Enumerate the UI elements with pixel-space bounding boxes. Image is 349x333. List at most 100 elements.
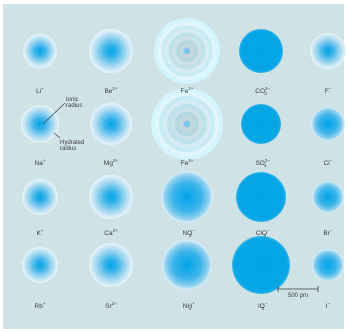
ion-label-mg: Mg2+	[103, 158, 119, 168]
ion-label-subscript: 3	[264, 91, 267, 97]
ion-label-subscript: 4	[264, 163, 267, 169]
ion-br	[312, 181, 344, 213]
ion-label-charge: −	[329, 228, 333, 233]
ion-nh4	[162, 240, 212, 290]
ion-label-subscript: 3	[261, 306, 265, 312]
ion-label-symbol: Fe	[180, 88, 189, 96]
ion-label-subscript: 4	[263, 233, 267, 239]
ion-label-symbol: SO	[255, 160, 265, 168]
ion-label-charge: −	[192, 228, 195, 233]
ion-label-nh4: NH+4	[182, 301, 195, 312]
ion-mg-sphere	[90, 103, 132, 145]
ion-label-symbol: Ca	[104, 230, 113, 238]
ion-so4	[241, 104, 281, 144]
ion-label-symbol: CO	[255, 88, 266, 96]
ion-label-symbol: Br	[323, 230, 330, 238]
ion-label-symbol: Cl	[323, 160, 330, 168]
ion-br-sphere	[312, 181, 344, 213]
ion-no3	[161, 171, 213, 223]
ion-label-charge: +	[42, 301, 46, 306]
ion-label-rb: Rb+	[34, 301, 46, 311]
ion-label-charge: +	[41, 86, 44, 91]
ion-fe2	[154, 18, 220, 84]
ion-mg	[90, 103, 132, 145]
ion-nh4-sphere	[162, 240, 212, 290]
ion-fe2-core	[184, 48, 190, 54]
ion-fe3	[151, 88, 223, 160]
ion-label-symbol: K	[36, 230, 41, 238]
ion-label-li: Li+	[36, 86, 44, 96]
ion-sr-sphere	[89, 243, 133, 287]
ion-cl	[311, 107, 345, 141]
ion-label-no3: NO−3	[182, 228, 195, 239]
ion-cl-sphere	[311, 107, 345, 141]
ion-label-charge: 2+	[112, 158, 119, 163]
ion-io3	[232, 236, 290, 294]
ion-label-symbol: NO	[182, 230, 193, 238]
hydrated-radius-leader	[53, 132, 61, 139]
ion-so4-sphere	[241, 104, 281, 144]
ion-label-symbol: Mg	[103, 160, 113, 168]
ion-li-sphere	[23, 34, 57, 68]
ion-label-so4: SO2−4	[255, 158, 270, 169]
ionic-radius-annotation: Ionic radius	[66, 97, 83, 110]
ion-label-subscript: 4	[188, 306, 192, 312]
ion-na	[21, 105, 59, 143]
ion-label-ca: Ca2+	[104, 228, 117, 238]
ion-no3-sphere	[161, 171, 213, 223]
ion-label-charge: +	[40, 228, 44, 233]
ion-f-sphere	[310, 33, 346, 69]
ion-label-br: Br−	[323, 228, 333, 238]
ion-label-charge: −	[267, 228, 270, 233]
ion-label-na: Na+	[34, 158, 46, 168]
ion-label-charge: 2+	[112, 86, 118, 91]
ion-be	[89, 29, 133, 73]
ion-label-symbol: Li	[36, 88, 42, 96]
ion-label-k: K+	[36, 228, 44, 238]
ion-label-symbol: F	[324, 88, 329, 96]
ion-rb-sphere	[22, 247, 58, 283]
ionic-radius-leader	[42, 102, 66, 125]
ion-co3-sphere	[239, 29, 283, 73]
ion-co3	[239, 29, 283, 73]
ion-label-subscript: 3	[188, 233, 192, 239]
ion-io3-sphere	[232, 236, 290, 294]
ion-i-sphere	[312, 249, 344, 281]
ion-label-clo4: ClO−4	[255, 228, 270, 239]
ion-label-symbol: Rb	[34, 303, 43, 311]
ion-label-charge: −	[264, 301, 268, 306]
ion-rb	[22, 247, 58, 283]
ion-label-fe2: Fe2+	[180, 86, 194, 96]
ion-clo4-sphere	[236, 172, 286, 222]
ion-clo4	[236, 172, 286, 222]
ion-na-sphere	[21, 105, 59, 143]
ion-label-fe3: Fe3+	[180, 158, 194, 168]
ion-label-co3: CO2−3	[255, 86, 270, 97]
ion-label-symbol: Na	[34, 160, 43, 168]
ion-label-charge: 3+	[188, 158, 194, 163]
ion-label-charge: 2−	[265, 86, 271, 91]
ion-fe3-core	[184, 121, 190, 127]
ion-be-sphere	[89, 29, 133, 73]
ion-label-symbol: Fe	[180, 160, 189, 168]
ion-li	[23, 34, 57, 68]
ion-label-sr: Sr2+	[105, 301, 117, 311]
ion-label-f: F−	[324, 86, 332, 96]
ion-label-symbol: I	[325, 303, 328, 311]
ion-label-symbol: NH	[182, 303, 193, 311]
ion-label-charge: −	[329, 158, 333, 163]
ion-i	[312, 249, 344, 281]
ion-label-symbol: Sr	[105, 303, 112, 311]
ion-k	[22, 179, 58, 215]
ion-label-be: Be2+	[104, 86, 118, 96]
hydrated-radius-annotation: Hydrated radius	[60, 140, 85, 153]
scale-bar	[277, 286, 319, 292]
ion-k-sphere	[22, 179, 58, 215]
ion-label-symbol: ClO	[255, 230, 268, 238]
ion-ca-sphere	[89, 175, 133, 219]
ion-label-cl: Cl−	[323, 158, 333, 168]
ion-label-charge: 2−	[264, 158, 271, 163]
ion-sr	[89, 243, 133, 287]
